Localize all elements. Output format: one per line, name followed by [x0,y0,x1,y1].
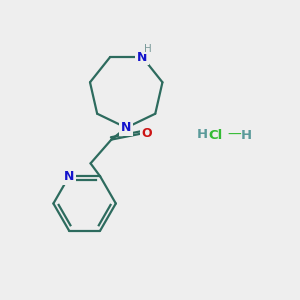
Text: N: N [64,170,74,183]
Text: Cl: Cl [208,129,223,142]
Text: H: H [144,44,152,54]
Text: —: — [228,128,242,142]
Text: H: H [196,128,208,141]
Text: H: H [241,129,252,142]
Text: N: N [121,121,131,134]
Text: N: N [137,51,148,64]
Text: O: O [142,127,152,140]
